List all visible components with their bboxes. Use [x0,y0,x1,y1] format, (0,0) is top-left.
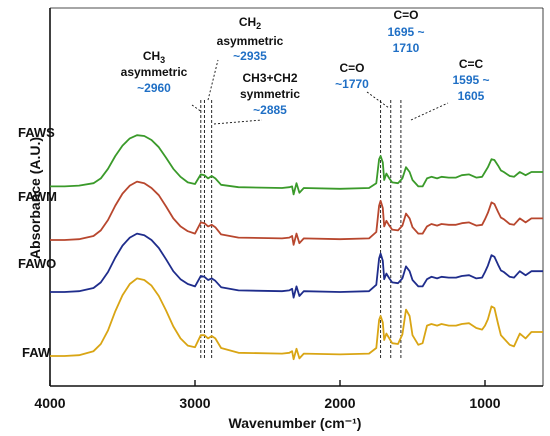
annotation-ch3ch2-symmetric: CH3+CH2 symmetric ~2885 [240,71,300,117]
annotation-ch2-asym-text: asymmetric [217,34,284,48]
annotation-co-1695: C=O 1695 ~ 1710 [387,8,424,55]
annotation-cc-1595-value2: 1605 [458,89,485,103]
x-ticks [49,380,486,386]
annotation-co-1770-label: C=O [339,61,364,75]
annotation-co-1695-value2: 1710 [393,41,420,55]
annotation-ch3-asymmetric: CH3 asymmetric ~2960 [121,49,188,95]
leader-line-1770 [366,91,390,109]
annotation-ch3ch2-value: ~2885 [253,103,287,117]
x-axis-title: Wavenumber (cm⁻¹) [229,415,362,431]
x-tick-label-3000: 3000 [179,395,210,411]
annotation-co-1695-value1: 1695 ~ [387,25,424,39]
annotation-co-1770-value: ~1770 [335,77,369,91]
x-tick-label-4000: 4000 [34,395,65,411]
annotation-co-1770: C=O ~1770 [335,61,369,91]
series-line-fawo [50,232,543,299]
series-label-fawm: FAWM [18,189,57,204]
series-label-fawo: FAWO [18,256,56,271]
annotation-cc-1595: C=C 1595 ~ 1605 [452,57,489,103]
series-label-faws: FAWS [18,125,55,140]
annotation-cc-1595-value1: 1595 ~ [452,73,489,87]
annotation-cc-1595-label: C=C [459,57,484,71]
leader-line-2935 [207,59,219,101]
series-line-faws [50,134,543,196]
annotation-ch3-value: ~2960 [137,81,171,95]
leader-line-2885 [213,119,263,125]
annotation-ch3ch2-label: CH3+CH2 [242,71,297,85]
leader-line-1595 [410,102,449,121]
x-tick-label-1000: 1000 [469,395,500,411]
annotation-ch3-label: CH3 [143,49,165,65]
annotation-ch2-asymmetric: CH2 asymmetric ~2935 [217,15,284,63]
annotation-ch2-value: ~2935 [233,49,267,63]
series-line-fawm [50,180,543,246]
series-line-faw [50,277,543,361]
dashed-marker-lines [200,100,402,360]
annotation-co-1695-label: C=O [393,8,418,22]
annotation-ch2-label: CH2 [239,15,261,31]
annotation-ch3-asym-text: asymmetric [121,65,188,79]
series-label-faw: FAW [22,345,51,360]
spectra-series [50,134,543,361]
annotation-ch3ch2-sym-text: symmetric [240,87,300,101]
x-tick-label-2000: 2000 [324,395,355,411]
y-axis-title: Absorbance (A.U.) [27,137,43,259]
annotation-leader-lines [191,59,449,125]
